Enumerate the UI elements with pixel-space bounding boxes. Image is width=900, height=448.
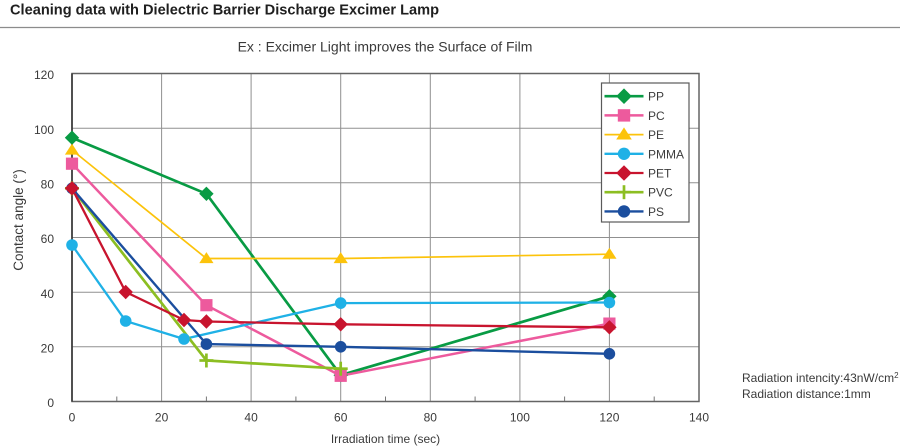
svg-text:Radiation intencity:43nW/cm2: Radiation intencity:43nW/cm2 (742, 371, 899, 385)
svg-text:120: 120 (599, 411, 619, 425)
svg-text:Cleaning data with Dielectric: Cleaning data with Dielectric Barrier Di… (10, 3, 439, 19)
svg-text:140: 140 (689, 411, 709, 425)
svg-text:PMMA: PMMA (648, 147, 684, 161)
svg-text:60: 60 (41, 232, 55, 246)
svg-text:Irradiation time (sec): Irradiation time (sec) (331, 432, 440, 446)
svg-text:80: 80 (41, 178, 55, 192)
svg-text:Ex : Excimer Light improves th: Ex : Excimer Light improves the Surface … (238, 39, 533, 55)
svg-text:60: 60 (334, 411, 348, 425)
svg-text:0: 0 (69, 411, 76, 425)
svg-text:PC: PC (648, 109, 665, 123)
svg-text:20: 20 (155, 411, 169, 425)
svg-text:100: 100 (34, 123, 54, 137)
svg-text:80: 80 (424, 411, 438, 425)
svg-text:PET: PET (648, 167, 672, 181)
svg-text:Radiation distance:1mm: Radiation distance:1mm (742, 387, 871, 401)
svg-text:40: 40 (244, 411, 258, 425)
svg-text:0: 0 (47, 396, 54, 410)
svg-text:Contact angle (°): Contact angle (°) (11, 169, 26, 270)
svg-text:PVC: PVC (648, 186, 673, 200)
svg-text:20: 20 (41, 342, 55, 356)
svg-text:100: 100 (510, 411, 530, 425)
svg-text:PE: PE (648, 128, 664, 142)
svg-text:120: 120 (34, 68, 54, 82)
svg-text:PS: PS (648, 205, 664, 219)
svg-text:40: 40 (41, 287, 55, 301)
svg-text:PP: PP (648, 90, 664, 104)
